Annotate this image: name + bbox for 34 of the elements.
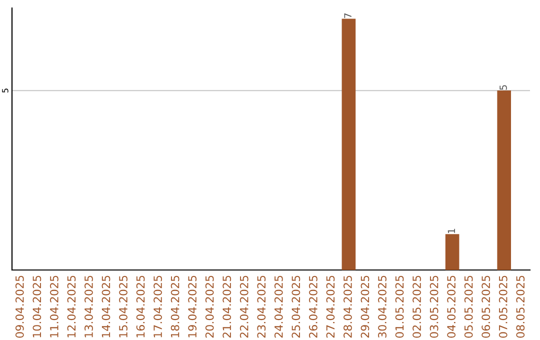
x-tick-label: 23.04.2025 (257, 276, 266, 338)
x-tick-label: 07.05.2025 (498, 276, 508, 338)
x-tick-label: 15.04.2025 (119, 276, 128, 338)
x-tick-label: 08.05.2025 (516, 276, 525, 338)
x-tick-label: 03.05.2025 (430, 276, 438, 338)
x-tick-label: 01.05.2025 (395, 276, 404, 338)
x-tick-label: 30.04.2025 (378, 276, 386, 338)
x-tick-label: 27.04.2025 (326, 276, 335, 338)
x-tick-label: 17.04.2025 (154, 276, 162, 338)
x-tick-label: 22.04.2025 (240, 276, 248, 338)
x-tick-label: 05.05.2025 (464, 276, 473, 338)
x-tick-label: 26.04.2025 (308, 276, 318, 338)
data-label: 1 (448, 228, 455, 234)
x-tick-label: 06.05.2025 (482, 276, 490, 338)
x-tick-label: 29.04.2025 (360, 276, 370, 338)
x-tick-label: 04.05.2025 (447, 276, 456, 338)
x-tick-label: 24.04.2025 (274, 276, 283, 338)
x-tick-label: 09.04.2025 (15, 276, 24, 338)
data-label: 5 (500, 85, 507, 90)
x-tick-label: 11.04.2025 (50, 276, 58, 338)
x-tick-label: 10.04.2025 (32, 276, 42, 338)
x-tick-label: 18.04.2025 (170, 276, 180, 338)
x-tick-label: 19.04.2025 (188, 276, 197, 338)
x-tick-label: 02.05.2025 (412, 276, 421, 338)
x-tick-label: 16.04.2025 (136, 276, 145, 338)
x-tick-label: 28.04.2025 (344, 276, 352, 338)
ref-line-label: 5 (2, 88, 8, 93)
x-tick-label: 14.04.2025 (102, 276, 110, 338)
x-tick-label: 21.04.2025 (222, 276, 232, 338)
x-tick-label: 20.04.2025 (205, 276, 214, 338)
x-tick-label: 25.04.2025 (292, 276, 300, 338)
x-tick-label: 13.04.2025 (84, 276, 93, 338)
data-label: 7 (344, 13, 352, 18)
x-tick-label: 12.04.2025 (67, 276, 76, 338)
